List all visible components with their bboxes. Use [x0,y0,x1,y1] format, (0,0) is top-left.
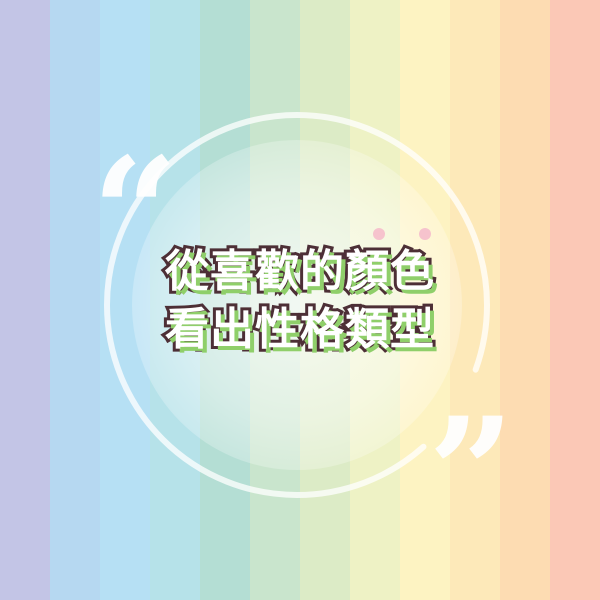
headline-line-1: 從喜歡的顏色 [162,243,437,300]
inner-glow-circle [132,140,462,470]
stripe-light-blue [50,0,100,600]
stripe-salmon [550,0,600,600]
headline-line-2: 看出性格類型 [162,301,437,358]
outer-ring [104,112,490,498]
blush-dot-left [373,228,385,240]
stripe-lavender [0,0,50,600]
headline: 從喜歡的顏色 看出性格類型 [100,243,500,359]
open-quote-icon: “ [92,125,179,301]
stripe-peach [500,0,550,600]
close-quote-icon: ” [428,385,515,561]
blush-dot-right [419,228,431,240]
